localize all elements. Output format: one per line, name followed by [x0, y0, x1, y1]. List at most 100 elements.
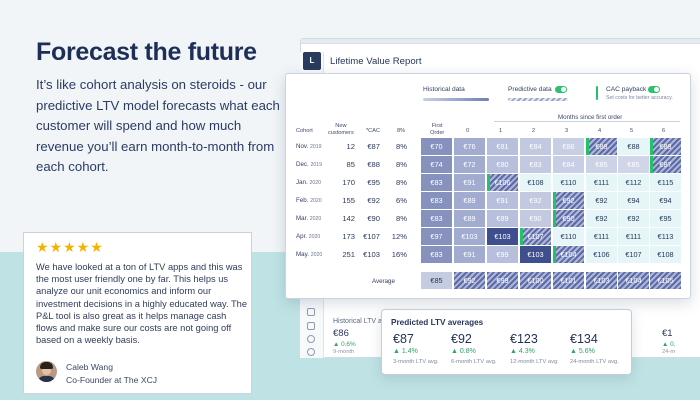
- cohort-pct: 6%: [396, 196, 407, 205]
- col-header-cohort[interactable]: Cohort: [296, 128, 313, 134]
- col-header-month[interactable]: 6: [662, 128, 666, 134]
- author-name: Caleb Wang: [66, 362, 113, 372]
- cohort-date: Mar. 2020: [296, 215, 322, 222]
- table-cell[interactable]: €97: [421, 228, 452, 245]
- table-cell[interactable]: €86: [553, 138, 584, 155]
- cohort-date: May. 2020: [296, 251, 323, 258]
- table-cell[interactable]: €92: [553, 192, 584, 209]
- table-cell[interactable]: €83: [520, 156, 551, 173]
- cohort-cac: €95: [367, 178, 380, 187]
- table-cell[interactable]: €83: [421, 174, 452, 191]
- historical-avg-value: €86: [333, 328, 349, 339]
- average-cell: €101: [553, 272, 584, 289]
- table-cell[interactable]: €107: [520, 228, 551, 245]
- table-cell[interactable]: €108: [520, 174, 551, 191]
- table-cell[interactable]: €72: [454, 156, 485, 173]
- app-logo[interactable]: L: [303, 52, 321, 70]
- table-cell[interactable]: €103: [454, 228, 485, 245]
- table-cell[interactable]: €113: [650, 228, 681, 245]
- table-cell[interactable]: €94: [650, 192, 681, 209]
- table-cell[interactable]: €89: [487, 210, 518, 227]
- table-cell[interactable]: €110: [553, 174, 584, 191]
- cac-payback-toggle-label[interactable]: CAC payback: [606, 86, 647, 93]
- cohort-date: Feb. 2020: [296, 197, 322, 204]
- table-cell[interactable]: €89: [454, 192, 485, 209]
- table-cell[interactable]: €85: [618, 156, 649, 173]
- table-cell[interactable]: €76: [454, 138, 485, 155]
- table-cell[interactable]: €83: [421, 246, 452, 263]
- cohort-new: 155: [342, 196, 355, 205]
- table-cell[interactable]: €85: [586, 156, 617, 173]
- table-cell[interactable]: €111: [618, 228, 649, 245]
- table-cell[interactable]: €84: [553, 156, 584, 173]
- table-cell[interactable]: €107: [618, 246, 649, 263]
- table-cell[interactable]: €95: [650, 210, 681, 227]
- col-header-cac[interactable]: *CAC: [366, 128, 380, 134]
- cac-payback-marker: [553, 246, 556, 263]
- predictive-data-toggle-label[interactable]: Predictive data: [508, 86, 552, 93]
- cohort-pct: 8%: [396, 142, 407, 151]
- table-cell[interactable]: €99: [487, 246, 518, 263]
- table-cell[interactable]: €110: [553, 228, 584, 245]
- table-cell[interactable]: €112: [618, 174, 649, 191]
- table-cell[interactable]: €94: [618, 192, 649, 209]
- cohort-cac: €90: [367, 214, 380, 223]
- list-icon[interactable]: [307, 322, 315, 330]
- table-cell[interactable]: €84: [520, 138, 551, 155]
- col-header-new-customers[interactable]: New customers: [328, 123, 354, 136]
- settings-icon[interactable]: [307, 335, 315, 343]
- table-cell[interactable]: €91: [454, 246, 485, 263]
- table-cell[interactable]: €70: [421, 138, 452, 155]
- chart-icon[interactable]: [307, 308, 315, 316]
- table-cell[interactable]: €81: [487, 138, 518, 155]
- historical-data-toggle-label[interactable]: Historical data: [423, 86, 465, 93]
- predictive-data-bar: [508, 98, 568, 101]
- table-cell[interactable]: €88: [650, 138, 681, 155]
- predicted-sub: 6-month LTV avg.: [451, 359, 497, 365]
- table-cell[interactable]: €106: [586, 246, 617, 263]
- table-cell[interactable]: €104: [553, 246, 584, 263]
- col-header-month[interactable]: 1: [499, 128, 503, 134]
- table-cell[interactable]: €83: [421, 210, 452, 227]
- table-cell[interactable]: €83: [421, 192, 452, 209]
- predictive-data-toggle[interactable]: [555, 86, 567, 93]
- table-cell[interactable]: €90: [520, 210, 551, 227]
- table-cell[interactable]: €92: [520, 192, 551, 209]
- predicted-pct: ▲ 4.3%: [510, 348, 535, 355]
- table-cell[interactable]: €88: [618, 138, 649, 155]
- table-cell[interactable]: €106: [487, 174, 518, 191]
- table-cell[interactable]: €92: [618, 210, 649, 227]
- table-cell[interactable]: €80: [487, 156, 518, 173]
- cohort-pct: 8%: [396, 214, 407, 223]
- cac-payback-toggle[interactable]: [648, 86, 660, 93]
- table-cell[interactable]: €103: [487, 228, 518, 245]
- table-cell[interactable]: €111: [586, 174, 617, 191]
- table-cell[interactable]: €115: [650, 174, 681, 191]
- cac-payback-hint: Set costs for better accuracy.: [606, 95, 673, 101]
- table-cell[interactable]: €108: [650, 246, 681, 263]
- table-cell[interactable]: €91: [487, 192, 518, 209]
- user-icon[interactable]: [307, 348, 315, 356]
- col-header-month[interactable]: 5: [630, 128, 634, 134]
- table-cell[interactable]: €92: [586, 210, 617, 227]
- table-cell[interactable]: €89: [454, 210, 485, 227]
- table-cell[interactable]: €90: [553, 210, 584, 227]
- table-cell[interactable]: €91: [454, 174, 485, 191]
- col-header-pct[interactable]: 8%: [397, 128, 406, 134]
- predicted-pct: ▲ 5.6%: [570, 348, 595, 355]
- table-cell[interactable]: €111: [586, 228, 617, 245]
- table-cell[interactable]: €74: [421, 156, 452, 173]
- col-header-month[interactable]: 4: [598, 128, 602, 134]
- col-header-month[interactable]: 3: [565, 128, 569, 134]
- average-cell: €105: [650, 272, 681, 289]
- cac-payback-marker: [553, 192, 556, 209]
- historical-avg-sub: 9-month: [333, 349, 355, 355]
- cohort-new: 173: [342, 232, 355, 241]
- table-cell[interactable]: €92: [586, 192, 617, 209]
- col-header-month[interactable]: 2: [532, 128, 536, 134]
- col-header-month[interactable]: 0: [466, 128, 470, 134]
- table-cell[interactable]: €87: [650, 156, 681, 173]
- table-cell[interactable]: €103: [520, 246, 551, 263]
- col-header-first-order[interactable]: First Order: [430, 123, 445, 136]
- table-cell[interactable]: €88: [586, 138, 617, 155]
